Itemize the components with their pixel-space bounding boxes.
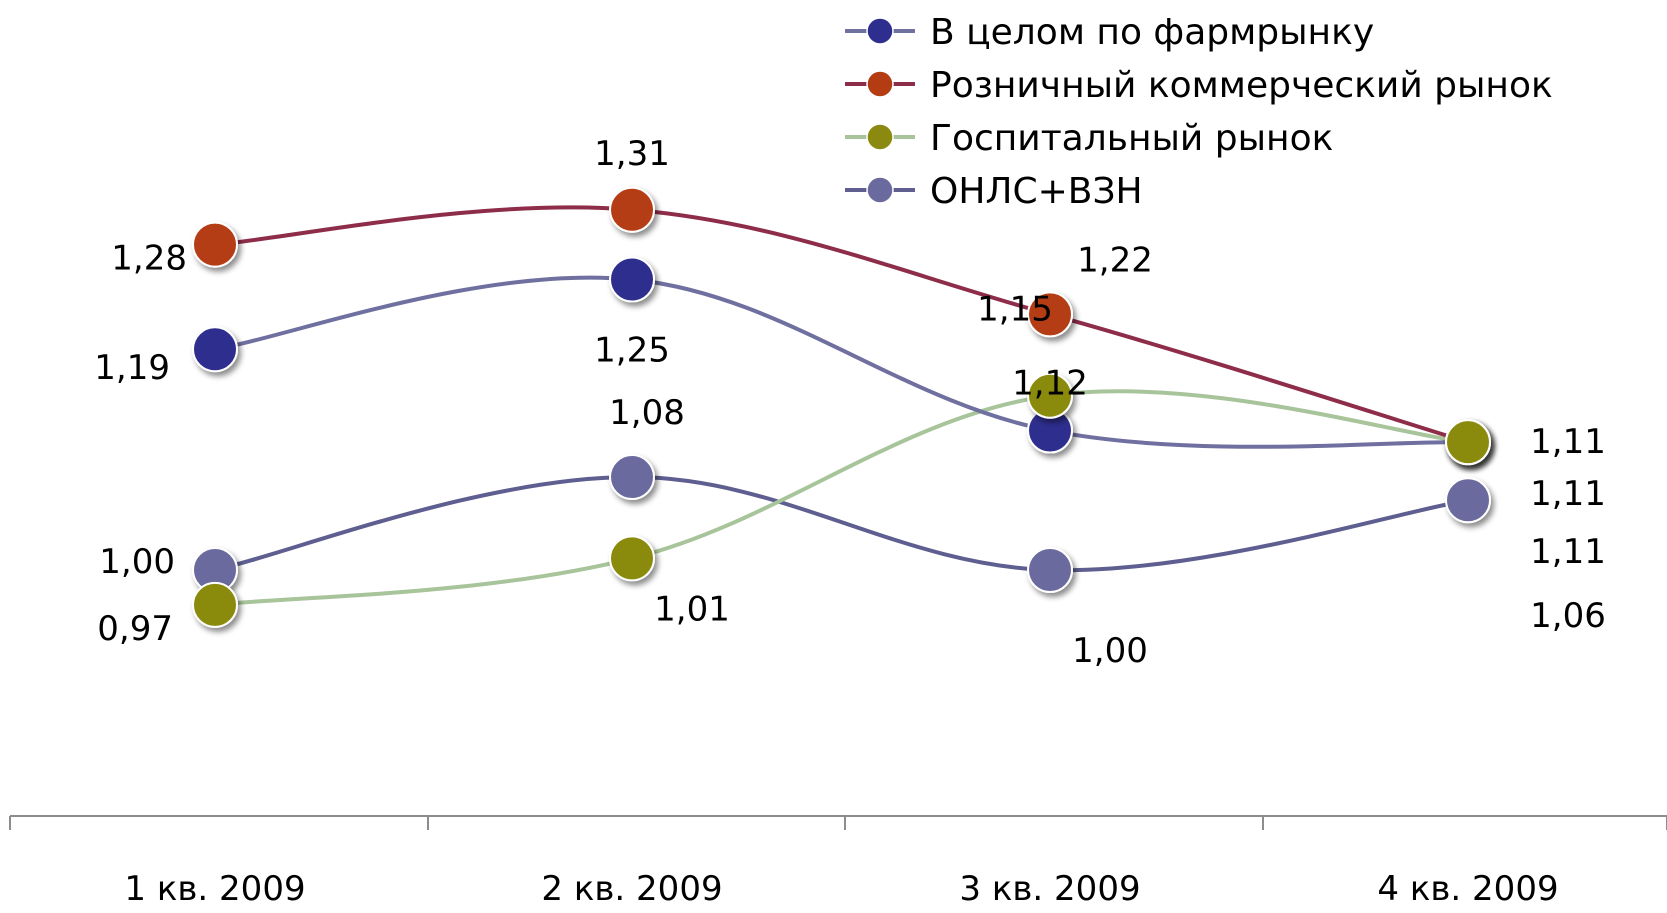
- data-label: 1,08: [609, 393, 685, 433]
- series-1-marker: [192, 221, 238, 268]
- series-0-marker: [609, 256, 655, 303]
- data-label: 1,06: [1530, 596, 1606, 636]
- legend-label: Розничный коммерческий рынок: [930, 65, 1553, 106]
- series-markers: [192, 186, 1491, 628]
- data-label: 1,00: [1072, 631, 1148, 671]
- legend-label: Госпитальный рынок: [930, 118, 1333, 159]
- legend: В целом по фармрынку Розничный коммерческ…: [845, 12, 1553, 212]
- x-tick-label: 2 кв. 2009: [541, 869, 722, 908]
- series-2-marker: [609, 535, 655, 582]
- data-label: 1,25: [594, 331, 670, 371]
- series-3-marker: [609, 454, 655, 501]
- data-label: 1,12: [1012, 364, 1088, 404]
- series-1-marker: [1027, 291, 1073, 338]
- series-line-2: [213, 389, 1470, 607]
- x-tick-label: 1 кв. 2009: [124, 869, 305, 908]
- legend-marker-2: [866, 123, 894, 151]
- data-label: 0,97: [97, 609, 173, 649]
- data-label: 1,01: [654, 589, 730, 629]
- data-label: 1,22: [1077, 240, 1153, 280]
- series-0-marker: [192, 326, 238, 373]
- x-axis: 1 кв. 2009 2 кв. 2009 3 кв. 2009 4 кв. 2009: [9, 815, 1667, 909]
- series-2-marker: [1445, 419, 1491, 466]
- x-tick-label: 4 кв. 2009: [1377, 869, 1558, 908]
- data-label: 1,31: [594, 134, 670, 174]
- series-2-marker: [1027, 372, 1073, 419]
- series-3-marker: [1027, 547, 1073, 593]
- series-3-marker: [1445, 477, 1491, 524]
- legend-label: ОНЛС+ВЗН: [930, 171, 1143, 212]
- data-label: 1,15: [977, 290, 1053, 330]
- series-lines: [213, 205, 1470, 607]
- data-label: 1,00: [99, 542, 175, 582]
- series-line-1: [213, 205, 1470, 445]
- series-line-3: [213, 475, 1470, 573]
- data-label: 1,19: [94, 348, 170, 388]
- data-label: 1,11: [1530, 474, 1606, 514]
- data-label: 1,11: [1530, 532, 1606, 572]
- data-labels: 1,19 1,25 1,12 1,11 1,28 1,31 1,22 1,11 0,97 1,01…: [94, 134, 1606, 671]
- series-2-marker: [192, 581, 238, 628]
- legend-marker-0: [866, 17, 894, 45]
- series-line-0: [213, 275, 1470, 449]
- data-label: 1,28: [111, 239, 187, 279]
- legend-marker-3: [866, 176, 894, 204]
- x-tick-label: 3 кв. 2009: [959, 869, 1140, 908]
- legend-label: В целом по фармрынку: [930, 12, 1374, 53]
- legend-marker-1: [866, 70, 894, 98]
- data-label: 1,11: [1530, 422, 1606, 462]
- series-1-marker: [609, 186, 655, 233]
